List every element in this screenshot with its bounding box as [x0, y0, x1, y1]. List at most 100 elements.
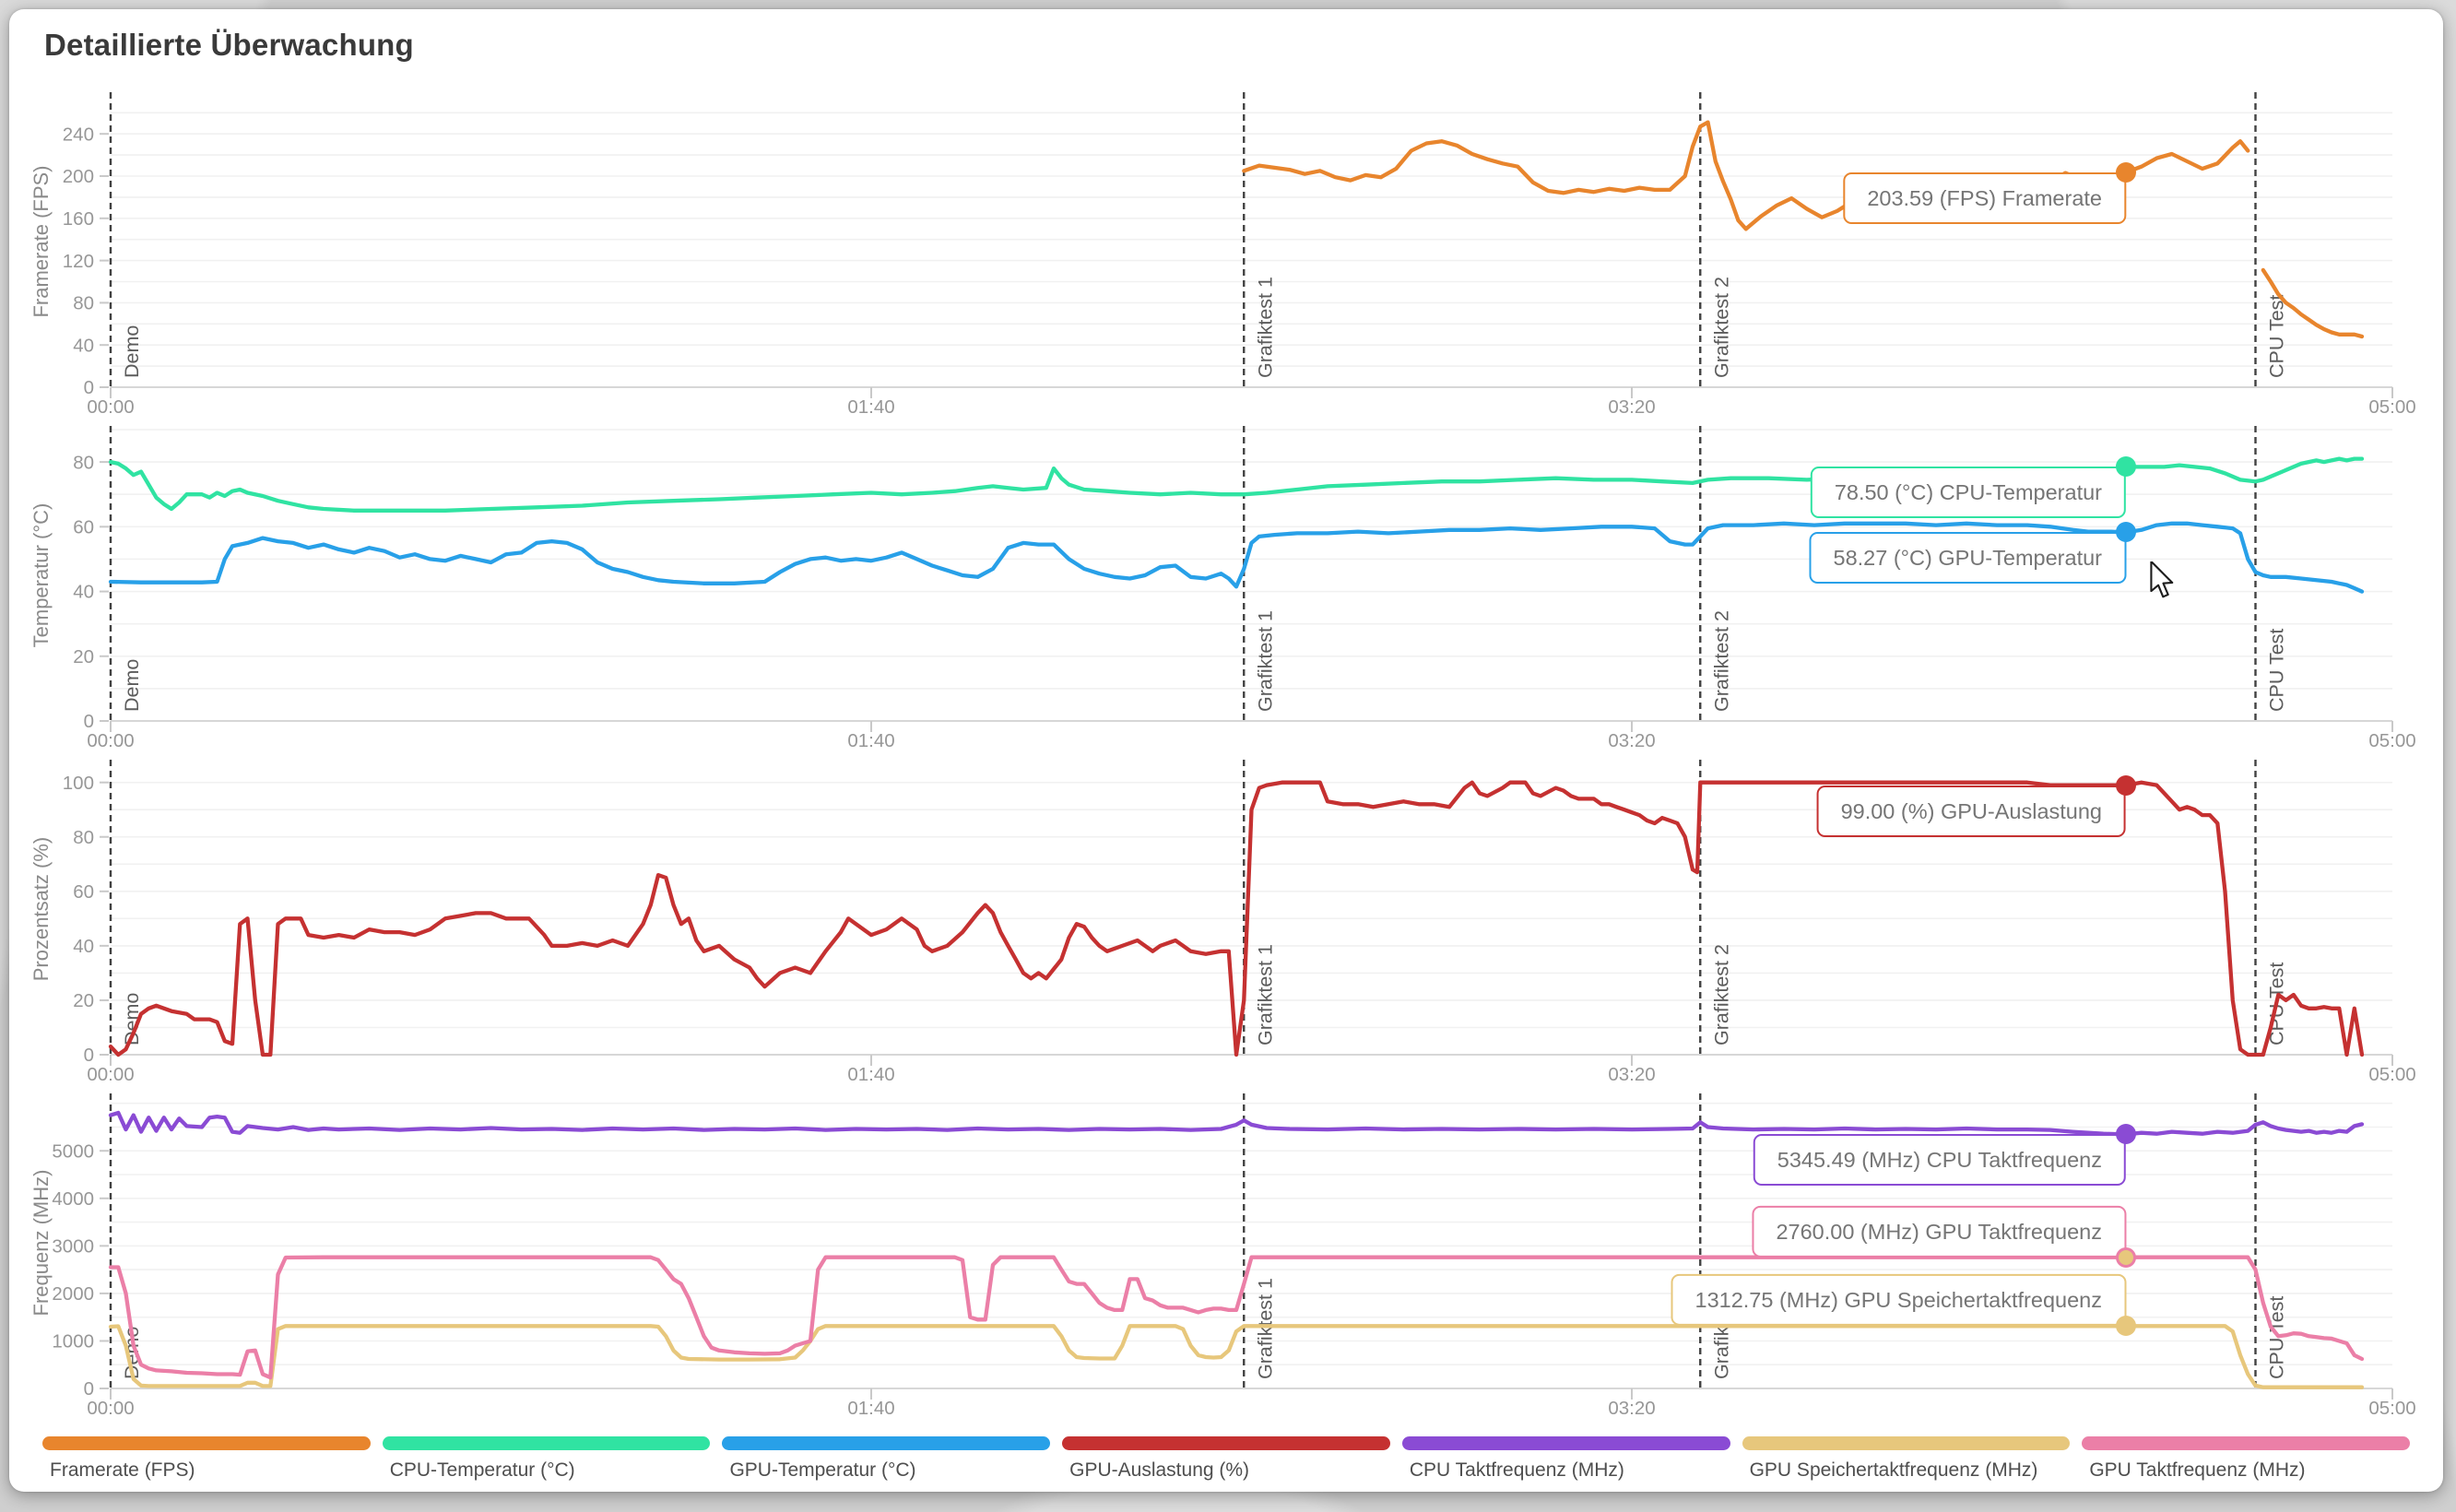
x-tick-label: 01:40 [847, 730, 894, 751]
tooltip-gpu-temp: 58.27 (°C) GPU-Temperatur [1809, 532, 2126, 585]
x-tick-label: 05:00 [2368, 1064, 2415, 1085]
y-axis-title: Framerate (FPS) [30, 165, 53, 317]
legend-item-cpu-temp[interactable]: CPU-Temperatur (°C) [382, 1436, 711, 1482]
y-tick-label: 120 [63, 251, 94, 272]
x-tick-label: 00:00 [87, 396, 134, 418]
y-tick-label: 200 [63, 166, 94, 187]
tooltip-gpu-clock: 2760.00 (MHz) GPU Taktfrequenz [1752, 1205, 2126, 1258]
x-tick-label: 01:40 [847, 1064, 894, 1085]
x-tick-label: 00:00 [87, 730, 134, 751]
legend-color-bar [2082, 1436, 2411, 1450]
charts: 0 40 80 120 160 200 240 00:00 01:40 03:20 05:00 Fra… [28, 89, 2425, 1423]
legend-item-label: Framerate (FPS) [50, 1459, 195, 1481]
x-tick-label: 03:20 [1608, 396, 1655, 418]
y-tick-label: 40 [73, 582, 94, 603]
x-tick-label: 00:00 [87, 1398, 134, 1419]
chart-percentage-canvas: 0 20 40 60 80 100 00:00 01:40 03:20 05:00 Prozents… [30, 760, 2415, 1085]
mouse-cursor [2150, 561, 2178, 600]
x-tick-label: 00:00 [87, 1064, 134, 1085]
y-tick-label: 40 [73, 335, 94, 356]
legend-item-framerate[interactable]: Framerate (FPS) [42, 1436, 371, 1482]
legend-item-label: GPU-Auslastung (%) [1069, 1459, 1250, 1481]
y-axis-title: Temperatur (°C) [30, 503, 53, 648]
tooltip-cpu-clock: 5345.49 (MHz) CPU Taktfrequenz [1753, 1134, 2126, 1187]
series-line-gpu-load [108, 780, 2365, 1057]
monitoring-card: Detaillierte Überwachung 0 40 80 120 160 200 2… [9, 9, 2443, 1492]
tooltip-gpu-load: 99.00 (%) GPU-Auslastung [1816, 786, 2126, 838]
event-label: Grafiktest 1 [1254, 1278, 1276, 1379]
event-label: CPU Test [2266, 1296, 2288, 1379]
legend-item-label: GPU-Temperatur (°C) [729, 1459, 916, 1481]
hover-dot-cpu-clock [2116, 1124, 2136, 1144]
y-tick-label: 80 [73, 827, 94, 848]
y-tick-label: 3000 [52, 1236, 94, 1258]
y-tick-label: 60 [73, 881, 94, 903]
x-tick-label: 01:40 [847, 1398, 894, 1419]
tooltip-framerate: 203.59 (FPS) Framerate [1843, 172, 2126, 225]
legend-color-bar [42, 1436, 371, 1450]
legend-color-bar [1062, 1436, 1390, 1450]
legend-item-label: GPU Taktfrequenz (MHz) [2089, 1459, 2306, 1481]
legend-color-bar [1401, 1436, 1730, 1450]
hover-dot-gpu-temp [2116, 522, 2136, 542]
hover-dot-gpu-clock [2116, 1247, 2136, 1268]
event-label: Grafiktest 1 [1254, 944, 1276, 1045]
event-label: Demo [121, 325, 143, 378]
event-label: Grafiktest 1 [1254, 277, 1276, 378]
series-line-cpu-clock [108, 1110, 2365, 1137]
hover-dot-gpu-load [2116, 775, 2136, 796]
legend-color-bar [722, 1436, 1051, 1450]
y-tick-label: 1000 [52, 1331, 94, 1353]
series-line-framerate [2261, 267, 2365, 339]
y-tick-label: 4000 [52, 1188, 94, 1210]
tooltip-cpu-temp: 78.50 (°C) CPU-Temperatur [1810, 467, 2126, 519]
series-line-gpu-temp [108, 521, 2365, 594]
chart-percentage[interactable]: 0 20 40 60 80 100 00:00 01:40 03:20 05:00 Prozents… [28, 756, 2415, 1090]
chart-framerate[interactable]: 0 40 80 120 160 200 240 00:00 01:40 03:20 05:00 Fra… [28, 89, 2415, 422]
chart-frequency[interactable]: 0 1000 2000 3000 4000 5000 00:00 01:40 03:20 05:0… [28, 1090, 2415, 1423]
y-tick-label: 2000 [52, 1283, 94, 1305]
legend-item-label: CPU Taktfrequenz (MHz) [1409, 1459, 1624, 1481]
legend-color-bar [382, 1436, 711, 1450]
y-tick-label: 160 [63, 208, 94, 230]
y-tick-label: 240 [63, 124, 94, 145]
chart-framerate-canvas: 0 40 80 120 160 200 240 00:00 01:40 03:20 05:00 Fra… [30, 92, 2415, 418]
y-tick-label: 0 [84, 1045, 94, 1066]
y-tick-label: 100 [63, 773, 94, 794]
x-tick-label: 03:20 [1608, 730, 1655, 751]
hover-dot-gpu-memory-clock [2116, 1316, 2136, 1336]
x-tick-label: 05:00 [2368, 1398, 2415, 1419]
legend-item-gpu-memory-clock[interactable]: GPU Speichertaktfrequenz (MHz) [1742, 1436, 2071, 1482]
legend-item-label: CPU-Temperatur (°C) [389, 1459, 575, 1481]
event-label: CPU Test [2266, 629, 2288, 712]
legend-item-cpu-clock[interactable]: CPU Taktfrequenz (MHz) [1401, 1436, 1730, 1482]
y-tick-label: 60 [73, 517, 94, 538]
x-tick-label: 01:40 [847, 396, 894, 418]
legend-color-bar [1742, 1436, 2071, 1450]
event-label: Grafiktest 2 [1710, 944, 1732, 1045]
legend-item-gpu-load[interactable]: GPU-Auslastung (%) [1062, 1436, 1390, 1482]
y-axis-title: Frequenz (MHz) [30, 1170, 53, 1317]
x-tick-label: 03:20 [1608, 1398, 1655, 1419]
x-tick-label: 05:00 [2368, 730, 2415, 751]
page-title: Detaillierte Überwachung [44, 28, 414, 62]
event-label: CPU Test [2266, 295, 2288, 378]
y-tick-label: 0 [84, 711, 94, 732]
tooltip-gpu-memory-clock: 1312.75 (MHz) GPU Speichertaktfrequenz [1671, 1273, 2126, 1326]
y-axis-title: Prozentsatz (%) [30, 837, 53, 982]
hover-dot-framerate [2116, 162, 2136, 183]
chart-temperature[interactable]: 0 20 40 60 80 00:00 01:40 03:20 05:00 Temperatur … [28, 422, 2415, 756]
x-tick-label: 03:20 [1608, 1064, 1655, 1085]
legend-item-gpu-clock[interactable]: GPU Taktfrequenz (MHz) [2082, 1436, 2411, 1482]
legend: Framerate (FPS) CPU-Temperatur (°C) GPU-Te… [9, 1436, 2443, 1482]
series-line-gpu-memory-clock [108, 1324, 2365, 1389]
y-tick-label: 80 [73, 452, 94, 473]
event-label: Grafiktest 2 [1710, 610, 1732, 712]
event-label: Demo [121, 659, 143, 712]
x-tick-label: 05:00 [2368, 396, 2415, 418]
legend-item-label: GPU Speichertaktfrequenz (MHz) [1749, 1459, 2038, 1481]
y-tick-label: 80 [73, 293, 94, 314]
legend-item-gpu-temp[interactable]: GPU-Temperatur (°C) [722, 1436, 1051, 1482]
y-tick-label: 20 [73, 990, 94, 1011]
